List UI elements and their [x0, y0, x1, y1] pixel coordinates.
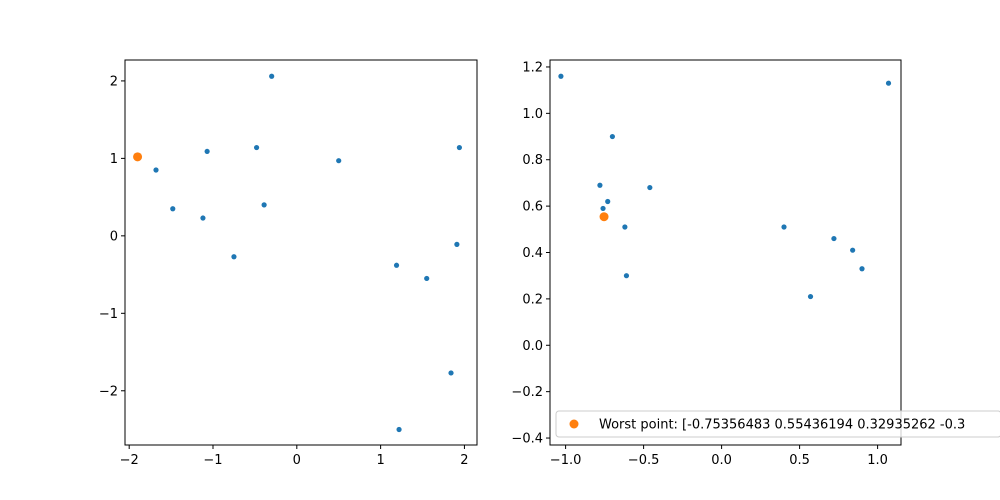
data-point-1-3	[605, 198, 611, 205]
x-tick-label-1-0: −1.0	[550, 453, 582, 468]
y-tick-label-1-8: 1.2	[522, 60, 543, 75]
data-point-1-2	[597, 182, 603, 188]
x-tick-label-1-4: 1.0	[867, 453, 888, 468]
axes-frame-1	[549, 59, 902, 446]
y-tick-label-0-3: 1	[110, 152, 118, 167]
data-point-0-6	[170, 206, 176, 212]
y-tick-label-0-4: 2	[110, 74, 118, 89]
x-tick-label-1-2: 0.0	[711, 453, 732, 468]
y-tick-label-0-0: −2	[99, 384, 118, 399]
x-tick-label-1-1: −0.5	[628, 453, 660, 468]
x-tick-label-1-3: 0.5	[789, 453, 810, 468]
x-tick-label-0-1: −1	[203, 453, 222, 468]
data-point-0-8	[261, 202, 267, 208]
data-point-0-7	[200, 215, 206, 221]
data-point-1-5	[647, 184, 653, 191]
legend-label: Worst point: [-0.75356483 0.55436194 0.3…	[599, 418, 965, 433]
data-point-0-4	[336, 158, 342, 164]
y-tick-label-1-5: 0.6	[522, 200, 543, 215]
y-tick-label-1-7: 1.0	[522, 107, 543, 122]
worst-point-marker-0-0	[133, 152, 143, 162]
y-tick-label-1-1: −0.2	[511, 385, 543, 400]
data-point-0-9	[231, 254, 237, 260]
data-point-0-2	[204, 148, 210, 155]
x-tick-label-0-2: 0	[293, 453, 301, 468]
y-tick-label-1-2: 0.0	[522, 339, 543, 354]
right-scatter-plot: −1.0 −0.5 0.0 0.5 1.0 −0.4 −0.2 0.0 0.2 0.4 0.6 0.8…	[511, 59, 1000, 468]
data-point-0-14	[396, 426, 402, 433]
y-tick-label-1-6: 0.8	[522, 153, 543, 168]
data-point-1-8	[781, 224, 787, 230]
x-tick-label-0-3: 1	[376, 453, 384, 468]
data-point-1-11	[859, 266, 865, 272]
data-point-1-10	[850, 247, 856, 253]
left-scatter-plot: −2 −1 0 1 2 −2 −1 0 1 2	[99, 59, 478, 468]
data-point-0-13	[448, 370, 454, 376]
data-point-1-13	[885, 80, 892, 86]
y-tick-label-0-1: −1	[99, 307, 118, 322]
data-point-0-11	[424, 275, 430, 282]
data-point-1-4	[600, 205, 606, 212]
y-tick-label-1-4: 0.4	[522, 246, 543, 261]
y-tick-label-0-2: 0	[110, 229, 118, 244]
data-point-1-0	[558, 73, 564, 79]
data-point-0-1	[153, 167, 159, 173]
data-point-0-12	[454, 241, 460, 247]
x-tick-label-0-0: −2	[120, 453, 139, 468]
worst-point-marker-1-0	[599, 212, 609, 222]
legend-marker	[569, 419, 579, 429]
legend-box	[555, 410, 1000, 438]
axes-frame-0	[124, 59, 478, 446]
data-point-0-0	[269, 73, 275, 79]
y-tick-label-1-3: 0.2	[522, 292, 543, 307]
x-tick-label-0-4: 2	[460, 453, 468, 468]
data-point-1-12	[807, 293, 814, 300]
data-point-1-7	[623, 273, 630, 279]
data-point-0-3	[253, 144, 260, 151]
data-point-1-9	[831, 235, 837, 242]
y-tick-label-1-0: −0.4	[511, 432, 543, 447]
data-point-0-5	[456, 144, 462, 151]
data-point-0-10	[393, 262, 400, 268]
data-point-1-6	[622, 224, 628, 230]
data-point-1-1	[609, 133, 616, 140]
